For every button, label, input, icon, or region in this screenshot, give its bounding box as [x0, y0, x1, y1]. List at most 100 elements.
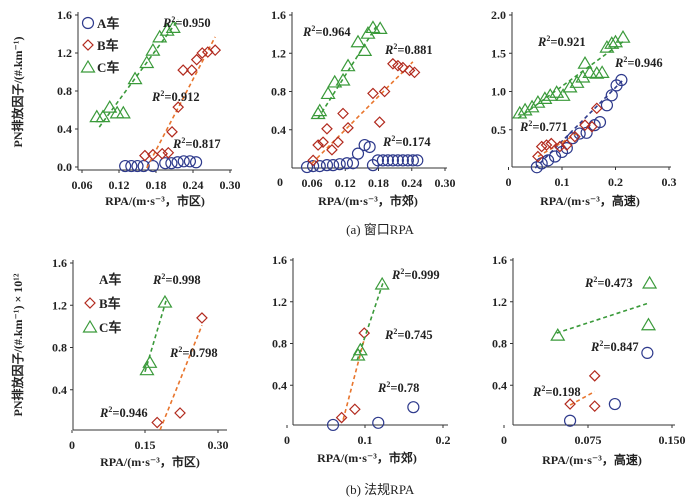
data-point-C	[562, 79, 578, 93]
data-point-B	[342, 121, 354, 134]
data-point-C	[159, 23, 175, 36]
x-axis-label: RPA/(m·s⁻³，高速)	[542, 452, 642, 467]
data-point-A	[541, 154, 555, 167]
data-point-A	[171, 156, 184, 169]
y-tick-label: 2.0	[491, 8, 506, 22]
data-point-C	[165, 20, 181, 33]
r-squared-label: R2=0.174	[382, 134, 431, 149]
data-point-A	[381, 154, 395, 167]
x-tick-label: 0.30	[208, 438, 229, 452]
legend-marker-C	[80, 59, 96, 73]
trend-line-B	[146, 36, 216, 169]
r-squared-label: R2=0.946	[99, 405, 148, 420]
data-point-A	[340, 157, 354, 170]
data-point-B	[162, 146, 175, 159]
x-tick-label: 0	[69, 438, 75, 452]
r-squared-label: R2=0.998	[152, 272, 201, 287]
data-point-C	[550, 327, 566, 341]
r-squared-label: R2=0.745	[384, 327, 433, 342]
data-point-B	[545, 137, 558, 150]
data-point-B	[560, 139, 573, 151]
data-point-C	[95, 109, 111, 123]
y-tick-label: 0.4	[492, 378, 507, 392]
r-squared-label: R2=0.964	[302, 24, 351, 39]
data-point-B	[373, 116, 386, 128]
data-point-C	[524, 99, 540, 113]
y-tick-label: 1.2	[271, 46, 286, 60]
legend-marker-A	[81, 16, 95, 30]
chart-panel-1: 0.0 0.4 0.8 1.2 1.6 0.06 0.12 0.18 0.24 0.30 RPA/(…	[10, 8, 241, 208]
data-point-C	[157, 294, 173, 308]
y-tick-label: 1.2	[57, 46, 72, 60]
data-point-B	[554, 140, 566, 153]
y-axis-label: PN排放因子/(#.km⁻¹)	[10, 37, 25, 148]
data-point-B	[564, 398, 576, 410]
data-point-B	[392, 59, 404, 72]
data-point-C	[142, 355, 158, 368]
data-point-C	[607, 34, 624, 48]
x-tick-label: 0.150	[659, 433, 686, 447]
legend-label-B: B车	[99, 296, 121, 311]
data-point-A	[326, 159, 340, 172]
r-squared-label: R2=0.847	[590, 339, 639, 354]
legend-label-A: A车	[99, 272, 121, 287]
data-point-B	[588, 400, 601, 412]
y-tick-label: 1.6	[271, 8, 286, 22]
series-A	[119, 155, 203, 173]
data-point-A	[615, 73, 628, 87]
data-point-B	[190, 53, 203, 66]
trend-line-B	[311, 61, 414, 164]
y-tick-label: 0.4	[52, 383, 67, 397]
x-tick-label: 0.12	[109, 178, 130, 192]
data-point-B	[397, 61, 409, 74]
data-point-B	[332, 136, 344, 149]
data-point-B	[588, 370, 601, 382]
x-tick-label: 0.1	[555, 175, 570, 189]
data-point-A	[333, 158, 346, 171]
x-tick-label: 0.15	[135, 438, 156, 452]
y-tick-label: 0.8	[57, 84, 72, 98]
data-point-B	[317, 136, 329, 149]
y-tick-label: 0.4	[57, 122, 72, 136]
chart-panel-4: 0.4 0.8 1.2 1.6 0 0.15 0.30 RPA/(m·s⁻³，市区) PN排放因…	[10, 256, 229, 469]
series-A	[530, 73, 628, 174]
data-point-B	[172, 101, 185, 113]
x-tick-label: 0	[506, 175, 512, 189]
data-point-A	[372, 416, 385, 429]
data-point-A	[125, 159, 138, 173]
data-point-C	[102, 99, 118, 113]
x-tick-label: 0.2	[436, 433, 451, 447]
trend-line-B	[569, 390, 596, 406]
data-point-B	[156, 147, 169, 160]
data-point-C	[555, 88, 571, 101]
legend-label-B: B车	[97, 38, 119, 53]
data-point-C	[115, 105, 131, 119]
data-point-C	[350, 34, 366, 48]
data-point-C	[365, 20, 381, 34]
series-C	[310, 20, 388, 120]
data-point-A	[407, 401, 420, 414]
legend-label-C: C车	[97, 60, 119, 75]
data-point-A	[641, 346, 654, 359]
y-axis-label: PN排放因子/(#.km⁻¹) × 10¹²	[10, 273, 25, 416]
data-point-B	[579, 119, 591, 132]
data-point-B	[349, 403, 361, 416]
x-tick-label: 0.18	[368, 176, 389, 190]
series-A	[300, 138, 424, 174]
data-point-A	[300, 160, 314, 174]
x-tick-label: 0.1	[358, 433, 373, 447]
x-axis-label: RPA/(m·s⁻³，市郊)	[318, 193, 418, 208]
data-point-C	[542, 88, 558, 101]
series-B	[307, 57, 421, 167]
data-point-A	[563, 414, 577, 427]
data-point-A	[119, 159, 132, 173]
data-point-B	[358, 327, 371, 339]
x-axis-label: RPA/(m·s⁻³，市区)	[100, 454, 200, 469]
x-tick-label: 0	[284, 433, 290, 447]
data-point-A	[326, 418, 340, 432]
data-point-A	[371, 154, 385, 167]
series-B	[532, 102, 603, 163]
x-tick-label: 0.2	[608, 175, 623, 189]
x-tick-label: 0.06	[302, 176, 323, 190]
series-B	[151, 312, 208, 431]
